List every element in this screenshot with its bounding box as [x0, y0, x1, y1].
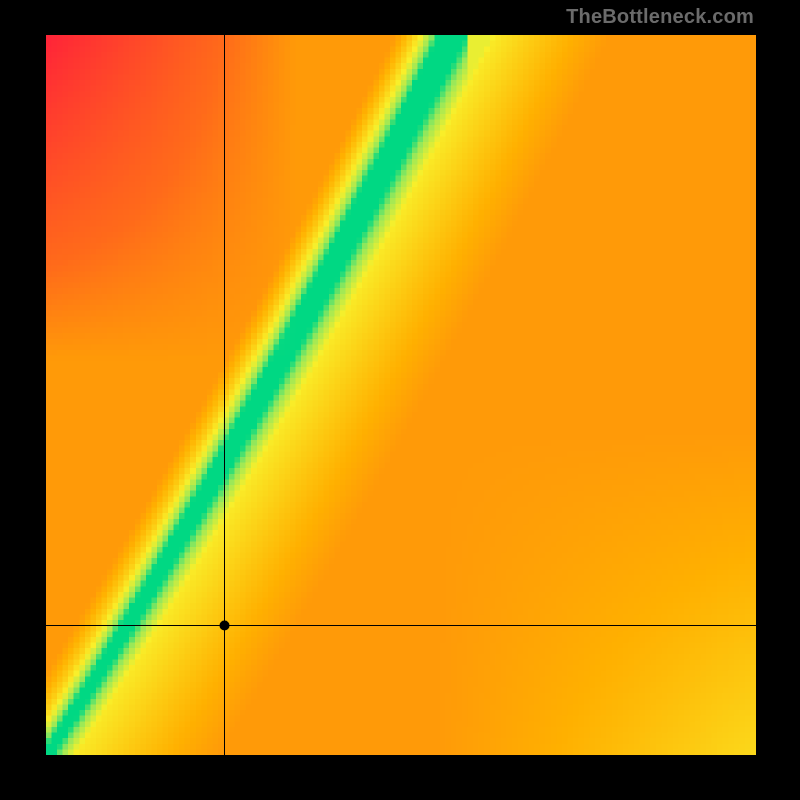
watermark-text: TheBottleneck.com: [566, 6, 754, 29]
chart-container: { "watermark": { "text": "TheBottleneck.…: [0, 0, 800, 800]
crosshair-overlay: [46, 35, 756, 755]
